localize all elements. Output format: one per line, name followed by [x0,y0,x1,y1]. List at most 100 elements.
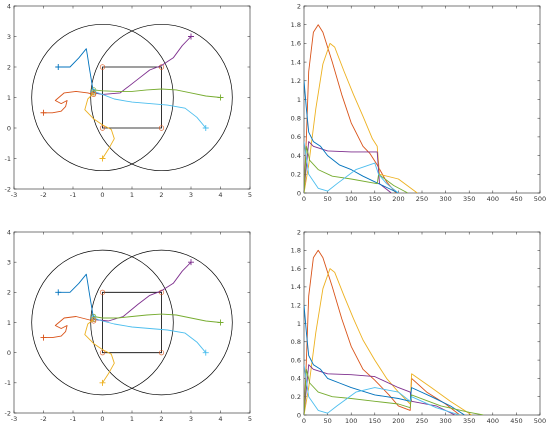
x-tick-label: 450 [510,195,522,203]
x-tick-label: 4 [218,415,222,423]
end-marker [91,91,97,98]
target-vertex-marker [99,125,106,131]
series-line-green [304,368,484,415]
target-vertex-marker [158,289,165,295]
x-tick-label: 300 [439,417,451,425]
target-vertex-marker [99,64,106,70]
series-line-cyan [93,90,207,129]
y-tick-label: -1 [5,155,11,163]
x-tick-label: -2 [40,191,46,199]
x-tick-label: -3 [11,191,17,199]
target-vertex-marker [99,350,106,356]
y-tick-label: 0 [7,349,11,357]
target-vertex-marker [158,64,165,70]
y-tick-label: 1.2 [291,77,301,85]
series-line-purple [304,364,456,415]
y-tick-label: 3 [7,258,11,266]
y-tick-label: 1 [297,96,301,104]
x-tick-label: 1 [130,191,134,199]
x-tick-label: 150 [369,195,381,203]
y-tick-label: 4 [7,2,11,10]
x-tick-label: 3 [189,415,193,423]
x-tick-label: 400 [487,195,499,203]
x-tick-label: 1 [130,415,134,423]
y-tick-label: 1.8 [291,21,301,29]
x-tick-label: 450 [510,417,522,425]
x-tick-label: 5 [248,415,252,423]
x-tick-label: -3 [11,415,17,423]
x-tick-label: 2 [159,191,163,199]
boundary-circle [90,249,233,396]
series-line-yellow [304,268,472,415]
series-line-orange [304,249,461,415]
axes-frame [13,231,251,414]
x-tick-label: 400 [487,417,499,425]
y-tick-label: 1 [7,319,11,327]
series-line-blue [58,48,95,93]
start-marker [188,33,194,40]
speed-plot-top: 0 50 100 150 200 250 300 350 400 450 500 0 0.2 0.4 0.6… [291,2,547,203]
y-tick-label: 2 [297,228,301,236]
series-line-green [93,313,221,323]
y-tick-label: 2 [7,63,11,71]
series-line-cyan [93,317,207,353]
y-tick-label: 0.6 [291,133,301,141]
y-tick-label: -1 [5,379,11,387]
series-line-yellow [84,319,115,384]
start-marker [55,64,62,70]
boundary-circle [31,23,174,172]
series-line-blue [304,305,465,415]
x-tick-label: 350 [463,195,475,203]
start-marker [202,349,209,356]
x-tick-label: 150 [369,417,381,425]
series-line-yellow [304,42,418,193]
series-line-blue [304,80,399,193]
x-tick-label: 4 [218,191,222,199]
series-line-cyan [304,141,399,193]
target-vertex-marker [99,289,106,295]
y-tick-label: 4 [7,228,11,236]
x-tick-label: -2 [40,415,46,423]
x-tick-label: 2 [159,415,163,423]
formation-square [102,66,162,129]
series-line-yellow [84,92,115,159]
x-tick-label: 250 [416,195,428,203]
series-line-orange [43,90,94,114]
y-tick-label: -2 [5,185,11,193]
start-marker [99,379,106,386]
end-marker [91,88,97,94]
x-tick-label: -1 [70,191,76,199]
end-marker [91,90,97,96]
x-tick-label: 500 [534,417,546,425]
boundary-circle [90,23,233,172]
series-line-purple [304,141,392,193]
plot-area [304,24,418,193]
x-tick-label: 500 [534,195,546,203]
end-marker [91,315,97,321]
end-marker [91,316,97,323]
start-marker [202,125,209,131]
y-tick-label: 1.4 [291,58,301,66]
y-tick-label: 0.6 [291,356,301,364]
y-tick-label: 3 [7,33,11,41]
y-tick-label: -2 [5,409,11,417]
y-tick-label: 1.8 [291,247,301,255]
x-tick-label: 100 [345,195,357,203]
x-tick-label: 0 [100,415,104,423]
x-tick-label: 200 [392,417,404,425]
start-marker [55,289,62,296]
y-tick-label: 0.4 [291,375,301,383]
y-tick-label: 1 [7,94,11,102]
series-line-blue [58,273,95,320]
series-line-purple [93,261,192,322]
x-tick-label: 0 [302,195,306,203]
y-tick-label: 0.2 [291,393,301,401]
start-marker [188,259,194,266]
y-tick-label: 0 [297,189,301,197]
start-marker [40,334,47,341]
boundary-circle [31,249,174,396]
formation-square [102,291,162,354]
y-tick-label: 0.8 [291,338,301,346]
